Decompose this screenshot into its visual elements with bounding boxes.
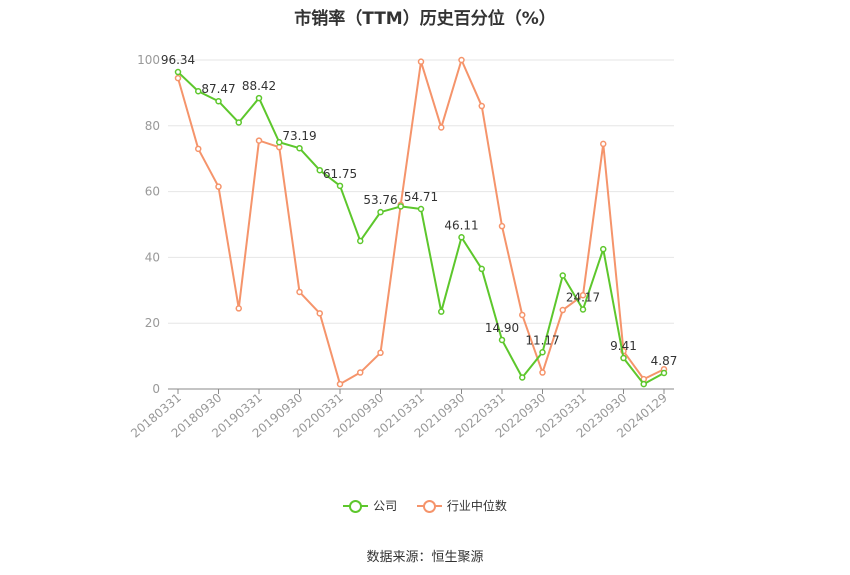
data-label-company: 53.76 xyxy=(363,193,397,207)
data-label-company: 46.11 xyxy=(444,218,478,232)
data-point-industry-median xyxy=(498,222,506,230)
data-point-company xyxy=(195,88,202,95)
data-point-company xyxy=(397,203,404,210)
legend-item-industry-median[interactable]: 行业中位数 xyxy=(416,497,507,514)
data-point-industry-median xyxy=(174,74,182,82)
data-point-company xyxy=(336,182,344,190)
data-point-company xyxy=(478,265,485,273)
data-point-industry-median xyxy=(255,137,263,144)
data-label-company: 24.17 xyxy=(566,290,600,304)
legend-label-industry-median: 行业中位数 xyxy=(446,499,507,513)
data-label-company: 4.87 xyxy=(651,354,678,368)
data-point-company xyxy=(276,139,283,146)
data-label-company: 11.17 xyxy=(525,333,559,347)
data-label-company: 61.75 xyxy=(323,167,357,181)
data-point-industry-median xyxy=(215,183,222,190)
y-tick-label: 40 xyxy=(145,250,160,264)
data-point-company xyxy=(559,272,566,279)
data-label-company: 9.41 xyxy=(610,339,637,353)
data-label-company: 14.90 xyxy=(485,321,519,335)
data-label-company: 54.71 xyxy=(404,190,438,204)
legend-swatch-industry-median xyxy=(416,499,442,513)
data-point-company xyxy=(640,380,647,388)
data-point-company xyxy=(215,97,222,105)
legend-item-company[interactable]: 公司 xyxy=(343,497,397,514)
y-tick-label: 60 xyxy=(145,185,160,199)
data-point-industry-median xyxy=(296,288,303,296)
data-point-company xyxy=(579,306,587,313)
data-point-industry-median xyxy=(195,145,202,153)
data-point-industry-median xyxy=(579,291,587,299)
chart-title: 市销率（TTM）历史百分位（%） xyxy=(294,9,556,29)
data-point-industry-median xyxy=(438,124,445,131)
data-point-industry-median xyxy=(458,56,465,64)
data-point-company xyxy=(316,166,323,174)
data-point-industry-median xyxy=(519,311,526,319)
data-point-industry-median xyxy=(235,305,242,312)
data-point-industry-median xyxy=(377,349,384,357)
data-label-company: 88.42 xyxy=(242,79,276,93)
data-point-industry-median xyxy=(559,306,566,314)
data-label-company: 87.47 xyxy=(201,82,235,96)
data-point-industry-median xyxy=(357,369,364,376)
data-point-company xyxy=(458,234,465,241)
data-point-company xyxy=(357,237,364,245)
data-point-industry-median xyxy=(478,102,485,110)
legend: 公司 行业中位数 xyxy=(0,497,850,516)
data-label-company: 73.19 xyxy=(282,129,316,143)
y-tick-label: 100 xyxy=(137,53,160,67)
data-point-company xyxy=(296,144,303,152)
data-point-company xyxy=(600,245,607,253)
data-point-company xyxy=(620,354,627,362)
data-point-company xyxy=(519,374,526,381)
legend-label-company: 公司 xyxy=(373,499,398,513)
data-point-industry-median xyxy=(336,380,344,388)
data-point-company xyxy=(235,119,242,126)
data-label-company: 96.34 xyxy=(161,53,195,67)
data-point-company xyxy=(539,349,546,356)
data-point-company xyxy=(377,208,384,216)
data-point-company xyxy=(255,94,263,102)
data-point-company xyxy=(417,205,425,213)
y-tick-label: 80 xyxy=(145,119,160,133)
y-tick-label: 20 xyxy=(145,316,160,330)
source-note: 数据来源：恒生聚源 xyxy=(366,550,484,565)
data-point-industry-median xyxy=(539,369,546,376)
data-point-company xyxy=(660,369,668,377)
data-point-company xyxy=(438,308,445,315)
data-point-industry-median xyxy=(417,58,425,65)
data-point-company xyxy=(498,336,506,344)
data-point-company xyxy=(174,68,182,76)
data-point-industry-median xyxy=(316,310,323,317)
y-tick-label: 0 xyxy=(152,382,160,396)
legend-swatch-company xyxy=(343,499,369,513)
data-point-industry-median xyxy=(600,140,607,148)
